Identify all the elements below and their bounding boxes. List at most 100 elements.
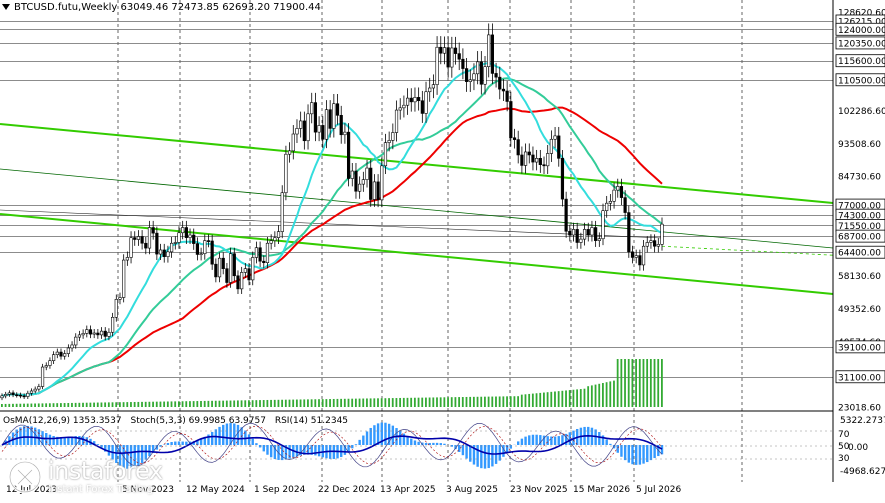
candle-body bbox=[329, 110, 332, 129]
volume-bar bbox=[606, 382, 608, 407]
osma-bar bbox=[252, 439, 254, 445]
candle-body bbox=[366, 168, 369, 180]
osma-bar bbox=[605, 439, 607, 445]
osma-bar bbox=[609, 444, 611, 445]
indicator-axis-label: 30 bbox=[838, 454, 850, 464]
candle-body bbox=[340, 115, 343, 134]
osma-bar bbox=[510, 445, 512, 449]
volume-bar bbox=[554, 392, 556, 408]
candle-body bbox=[167, 252, 170, 257]
collapse-triangle-icon[interactable] bbox=[2, 4, 10, 10]
volume-bar bbox=[30, 404, 32, 407]
volume-bar bbox=[399, 398, 401, 407]
volume-bar bbox=[200, 401, 202, 407]
osma-bar bbox=[266, 445, 268, 455]
volume-bar bbox=[67, 403, 69, 407]
volume-bar bbox=[377, 398, 379, 407]
candle-body bbox=[133, 238, 136, 240]
candle-body bbox=[576, 229, 579, 242]
candle-body bbox=[377, 182, 380, 200]
candle-body bbox=[307, 114, 310, 141]
candle-body bbox=[650, 241, 653, 243]
volume-bar bbox=[148, 402, 150, 407]
candle-body bbox=[288, 151, 291, 154]
volume-bar bbox=[215, 401, 217, 407]
candle-body bbox=[325, 110, 328, 140]
candle-body bbox=[226, 269, 229, 283]
volume-bar bbox=[528, 394, 530, 407]
volume-bar bbox=[650, 359, 652, 407]
candle-body bbox=[63, 354, 66, 357]
volume-bar bbox=[477, 397, 479, 407]
candle-body bbox=[476, 62, 479, 74]
volume-bar bbox=[126, 402, 128, 407]
time-axis-label: 22 Dec 2024 bbox=[318, 485, 376, 495]
osma-bar bbox=[650, 445, 652, 460]
candle-body bbox=[111, 317, 114, 332]
osma-bar bbox=[484, 445, 486, 469]
osma-bar bbox=[49, 435, 51, 445]
price-axis-label: 120350.00 bbox=[838, 39, 885, 49]
volume-bar bbox=[491, 397, 493, 407]
candle-body bbox=[296, 128, 299, 134]
osma-bar bbox=[97, 444, 99, 445]
volume-bar bbox=[189, 401, 191, 407]
volume-bar bbox=[101, 402, 103, 407]
candle-body bbox=[34, 389, 37, 391]
osma-bar bbox=[417, 442, 419, 445]
osma-bar bbox=[318, 445, 320, 456]
candle-body bbox=[454, 48, 457, 54]
osma-bar bbox=[488, 445, 490, 468]
osma-bar bbox=[403, 434, 405, 445]
osma-bar bbox=[440, 443, 442, 445]
candle-body bbox=[148, 228, 151, 249]
candle-body bbox=[532, 155, 535, 162]
osma-bar bbox=[63, 437, 65, 445]
volume-bar bbox=[1, 404, 3, 407]
candle-body bbox=[67, 348, 70, 354]
candle-body bbox=[657, 244, 660, 246]
osma-bar bbox=[248, 434, 250, 445]
candle-body bbox=[115, 299, 118, 317]
volume-bar bbox=[584, 389, 586, 407]
volume-bar bbox=[27, 404, 29, 407]
volume-bar bbox=[34, 403, 36, 407]
stoch-label: Stoch(5,3,3) 69.9985 63.9757 bbox=[130, 416, 265, 426]
osma-bar bbox=[443, 444, 445, 445]
candle-body bbox=[613, 190, 616, 201]
candle-body bbox=[274, 238, 277, 241]
candle-body bbox=[56, 352, 59, 355]
candle-body bbox=[628, 213, 631, 252]
volume-bar bbox=[167, 401, 169, 407]
volume-bar bbox=[451, 397, 453, 407]
candle-body bbox=[510, 101, 513, 137]
volume-bar bbox=[381, 398, 383, 407]
volume-bar bbox=[163, 402, 165, 407]
osma-bar bbox=[263, 445, 265, 451]
volume-bar bbox=[278, 400, 280, 407]
volume-bar bbox=[344, 399, 346, 407]
candle-body bbox=[569, 231, 572, 235]
osma-bar bbox=[436, 443, 438, 445]
candle-body bbox=[506, 91, 509, 101]
volume-bar bbox=[396, 398, 398, 407]
candle-body bbox=[248, 269, 251, 280]
osma-bar bbox=[170, 442, 172, 445]
candle-body bbox=[425, 92, 428, 114]
time-axis-label: 3 Aug 2025 bbox=[446, 485, 498, 495]
osma-bar bbox=[480, 445, 482, 468]
candle-body bbox=[462, 59, 465, 68]
candle-body bbox=[100, 331, 103, 335]
volume-bar bbox=[657, 359, 659, 407]
candle-body bbox=[8, 393, 11, 394]
volume-bar bbox=[620, 359, 622, 407]
time-axis-label: 23 Nov 2025 bbox=[510, 485, 568, 495]
indicator-axis-label: 70 bbox=[838, 430, 850, 440]
volume-bar bbox=[53, 403, 55, 407]
candle-body bbox=[185, 228, 188, 238]
price-axis-label: 39100.00 bbox=[838, 343, 881, 353]
candle-body bbox=[52, 355, 55, 361]
candle-body bbox=[602, 211, 605, 239]
candle-body bbox=[498, 77, 501, 89]
osma-bar bbox=[639, 445, 641, 465]
